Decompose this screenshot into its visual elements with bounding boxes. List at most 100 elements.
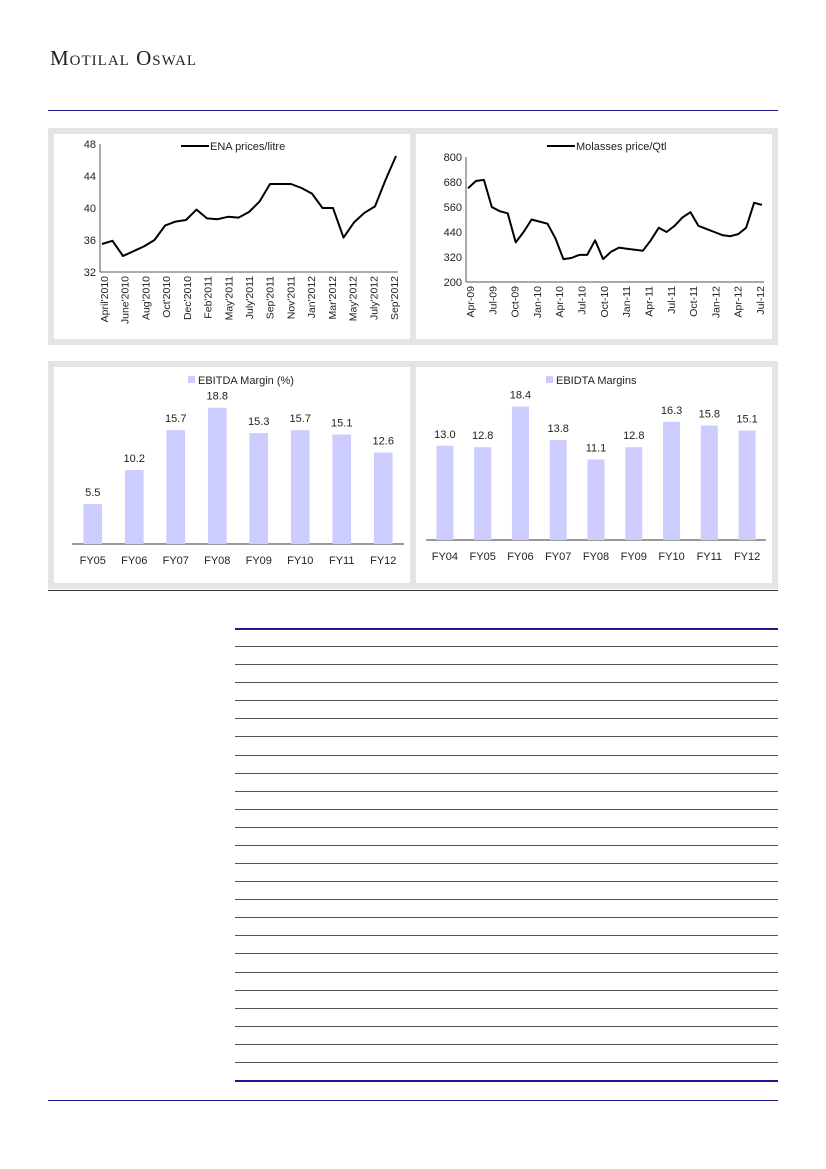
x-tick-label: FY08 — [583, 551, 609, 563]
x-tick-label: Jul-09 — [487, 286, 499, 315]
y-tick-label: 44 — [84, 171, 96, 183]
x-tick-label: Oct-09 — [510, 286, 522, 318]
table-row-line — [235, 628, 778, 630]
x-tick-label: Jan-12 — [710, 286, 722, 318]
bar — [436, 445, 454, 540]
data-label: 12.6 — [373, 436, 394, 448]
x-tick-label: Jul-10 — [577, 286, 589, 315]
y-tick-label: 560 — [444, 202, 462, 214]
bar — [587, 459, 605, 540]
legend-swatch — [546, 376, 553, 383]
data-label: 5.5 — [85, 487, 100, 499]
table-row-line — [235, 736, 778, 738]
x-tick-label: Jan-10 — [532, 286, 544, 318]
y-tick-label: 48 — [84, 139, 96, 151]
x-tick-label: May'2011 — [223, 276, 235, 321]
data-label: 15.8 — [699, 408, 720, 420]
data-label: 13.0 — [434, 429, 455, 441]
x-tick-label: Apr-10 — [554, 286, 566, 318]
legend-label: ENA prices/litre — [210, 141, 285, 153]
molasses-price-chart: 200 320 440 560 680 800 Apr-09 Jul-09 Oct-09 Jan-… — [416, 134, 772, 339]
brand-logo: Motilal Oswal — [50, 46, 198, 70]
x-tick-label: Jul-11 — [666, 286, 678, 314]
table-row-line — [235, 664, 778, 666]
x-tick-label: FY06 — [507, 551, 533, 563]
data-label: 15.3 — [248, 416, 269, 428]
bar — [166, 430, 186, 544]
bar — [249, 433, 269, 544]
x-tick-label: FY07 — [163, 555, 189, 567]
table-row-line — [235, 899, 778, 901]
ebitda-margin-chart: 5.5 FY05 10.2 FY06 15.7 FY07 18.8 FY08 15.3 FY09 1… — [54, 367, 410, 583]
y-tick-label: 40 — [84, 203, 96, 215]
table-row-line — [235, 790, 778, 792]
table-row-line — [235, 917, 778, 919]
table-row-line — [235, 808, 778, 810]
x-tick-label: Feb'2011 — [203, 276, 215, 319]
table-row-line — [235, 1043, 778, 1045]
y-tick-label: 680 — [444, 177, 462, 189]
legend-label: Molasses price/Qtl — [576, 141, 666, 153]
table-row-line — [235, 700, 778, 702]
x-tick-label: FY07 — [545, 551, 571, 563]
section-rule — [48, 590, 778, 591]
data-label: 11.1 — [586, 443, 607, 455]
data-label: 15.7 — [165, 413, 186, 425]
table-row-line — [235, 772, 778, 774]
x-tick-label: Mar'2012 — [327, 276, 339, 320]
table-row-line — [235, 718, 778, 720]
table-row-line — [235, 1007, 778, 1009]
x-tick-label: Dec'2010 — [182, 276, 194, 320]
x-tick-label: June'2010 — [120, 276, 132, 324]
x-tick-label: FY12 — [734, 551, 760, 563]
x-tick-label: FY11 — [697, 551, 722, 563]
table-row-line — [235, 646, 778, 648]
header-rule — [48, 110, 778, 111]
bar — [474, 447, 492, 540]
x-tick-label: FY10 — [658, 551, 684, 563]
data-label: 12.8 — [472, 430, 493, 442]
x-tick-label: Oct-10 — [599, 286, 611, 318]
table-row-line — [235, 989, 778, 991]
x-tick-label: July'2012 — [368, 276, 380, 320]
data-label: 12.8 — [623, 430, 644, 442]
bar — [124, 470, 144, 544]
x-tick-label: FY06 — [121, 555, 147, 567]
data-label: 15.7 — [290, 413, 311, 425]
bar — [373, 452, 393, 544]
legend-label: EBITDA Margin (%) — [198, 375, 294, 387]
table-row-line — [235, 935, 778, 937]
data-label: 15.1 — [331, 418, 352, 430]
y-tick-label: 800 — [444, 152, 462, 164]
x-tick-label: Oct-11 — [688, 286, 700, 317]
x-tick-label: Apr-09 — [465, 286, 477, 318]
table-row-line — [235, 881, 778, 883]
table-row-line — [235, 863, 778, 865]
bar — [207, 407, 227, 544]
bar — [625, 447, 643, 540]
table-row-line — [235, 682, 778, 684]
series-line — [467, 178, 763, 261]
x-tick-label: Nov'2011 — [285, 276, 297, 319]
table-row-line — [235, 1080, 778, 1082]
x-tick-label: FY10 — [287, 555, 313, 567]
y-tick-label: 36 — [84, 235, 96, 247]
data-label: 10.2 — [124, 453, 145, 465]
ebidta-margins-chart: 13.0 FY04 12.8 FY05 18.4 FY06 13.8 FY07 11.1 FY08… — [416, 367, 772, 583]
x-tick-label: Jul-12 — [755, 286, 767, 315]
y-tick-label: 440 — [444, 227, 462, 239]
table-row-line — [235, 953, 778, 955]
data-label: 15.1 — [736, 414, 757, 426]
x-tick-label: July'2011 — [244, 276, 256, 319]
table-row-line — [235, 1061, 778, 1063]
bar — [290, 430, 310, 544]
data-label: 18.8 — [207, 391, 228, 403]
data-label: 16.3 — [661, 405, 682, 417]
x-tick-label: FY04 — [432, 551, 458, 563]
legend-swatch — [188, 376, 195, 383]
footer-rule — [48, 1100, 778, 1101]
table-row-line — [235, 1025, 778, 1027]
table-row-line — [235, 971, 778, 973]
x-tick-label: Oct'2010 — [161, 276, 173, 318]
x-tick-label: FY05 — [80, 555, 106, 567]
